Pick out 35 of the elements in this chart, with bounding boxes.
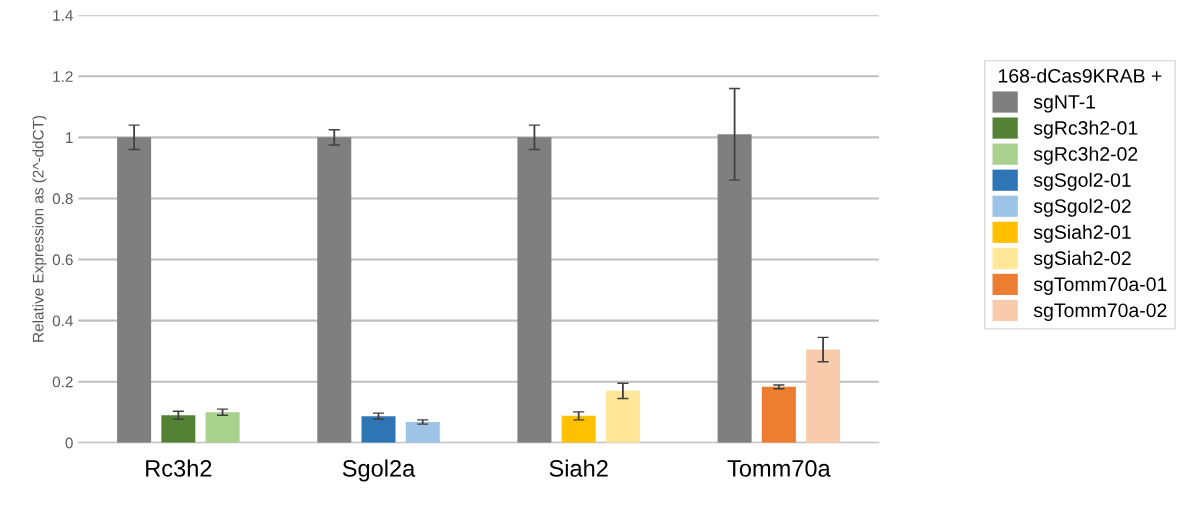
legend-label: sgRc3h2-02 xyxy=(1033,146,1138,165)
bar xyxy=(761,386,796,443)
bar xyxy=(405,421,440,443)
x-tick-label: Sgol2a xyxy=(342,459,416,482)
y-tick-label: 0.8 xyxy=(52,193,73,205)
x-tick-label: Rc3h2 xyxy=(146,459,212,477)
legend-label: sgSgol2-02 xyxy=(1033,198,1131,217)
y-tick-label: 1 xyxy=(66,132,73,143)
bar xyxy=(317,137,352,443)
x-tick-label: Siah2 xyxy=(549,459,608,477)
bar xyxy=(205,412,240,443)
bar xyxy=(361,416,396,443)
legend-label: sgSgol2-01 xyxy=(1033,172,1131,191)
y-tick-label: 0.4 xyxy=(52,315,73,327)
x-tick-label: Tomm70a xyxy=(727,460,831,477)
y-tick-label: 0.2 xyxy=(52,376,73,388)
bar xyxy=(517,137,552,443)
legend-label: sgNT-1 xyxy=(1033,95,1096,113)
y-tick-label: 1.2 xyxy=(53,71,73,82)
legend-label: sgTomm70a-01 xyxy=(1033,277,1167,295)
legend-title: 168-dCas9KRAB + xyxy=(998,68,1162,83)
bar xyxy=(117,137,152,443)
bar xyxy=(561,415,596,443)
legend-label: sgTomm70a-02 xyxy=(1033,303,1167,322)
legend-label: sgSiah2-02 xyxy=(1033,250,1131,269)
bar xyxy=(161,415,196,443)
bar xyxy=(605,390,640,443)
bar xyxy=(717,134,752,443)
y-axis-title: Relative Expression as (2^-ddCT) xyxy=(32,115,47,342)
legend-label: sgSiah2-01 xyxy=(1033,224,1131,243)
y-tick-label: 0.6 xyxy=(52,254,73,266)
y-tick-label: 1.4 xyxy=(53,10,73,21)
y-tick-label: 0 xyxy=(65,437,73,449)
legend-label: sgRc3h2-01 xyxy=(1033,120,1138,139)
bar xyxy=(806,349,841,443)
